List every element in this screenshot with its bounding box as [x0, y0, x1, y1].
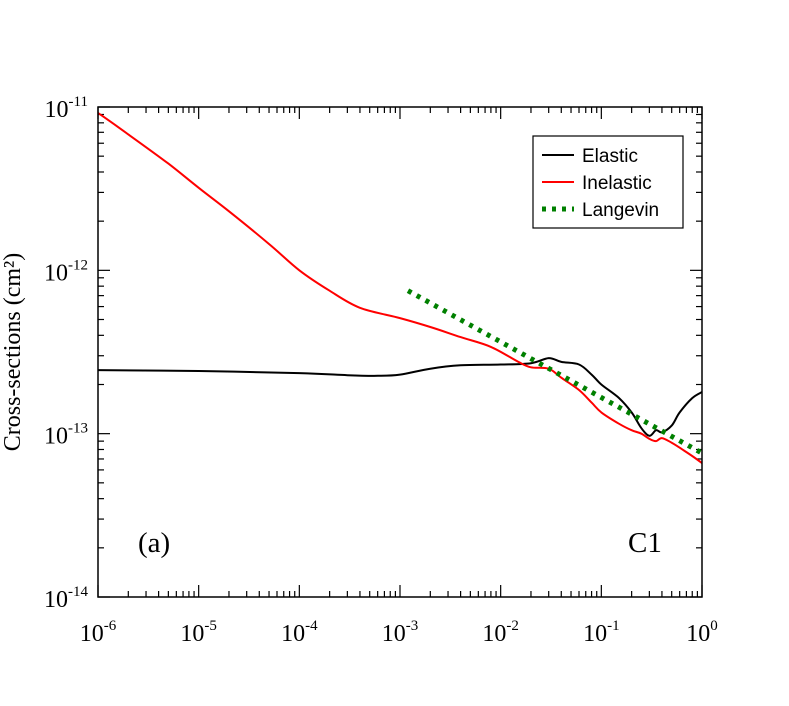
series-elastic-line: [98, 357, 702, 437]
y-tick-labels: 10-14 10-13 10-12 10-11: [44, 94, 88, 613]
legend-label-inelastic: Inelastic: [582, 173, 652, 194]
y-tick-label: 10-11: [45, 94, 88, 123]
plot-frame: [97, 106, 703, 598]
y-tick-label: 10-13: [44, 421, 88, 450]
axis-ticks: [97, 106, 703, 598]
x-tick-label: 10-4: [281, 618, 318, 647]
curve-label: C1: [628, 527, 662, 559]
legend-label-elastic: Elastic: [582, 146, 638, 167]
x-tick-label: 10-3: [382, 618, 419, 647]
x-tick-label: 10-5: [180, 618, 217, 647]
y-axis-title: Cross-sections (cm²): [0, 253, 26, 452]
x-tick-label: 10-2: [482, 618, 518, 647]
legend-label-langevin: Langevin: [582, 200, 659, 221]
series-inelastic-line: [98, 112, 702, 464]
panel-label: (a): [138, 527, 170, 559]
legend: Elastic Inelastic Langevin: [532, 135, 684, 229]
x-tick-labels: 10-6 10-5 10-4 10-3 10-2 10-1 100: [80, 618, 718, 647]
y-tick-label: 10-12: [44, 257, 88, 286]
x-tick-label: 100: [686, 618, 718, 647]
series-lines: [98, 112, 702, 464]
y-tick-label: 10-14: [44, 584, 88, 613]
x-tick-label: 10-1: [583, 618, 620, 647]
x-tick-label: 10-6: [80, 618, 117, 647]
